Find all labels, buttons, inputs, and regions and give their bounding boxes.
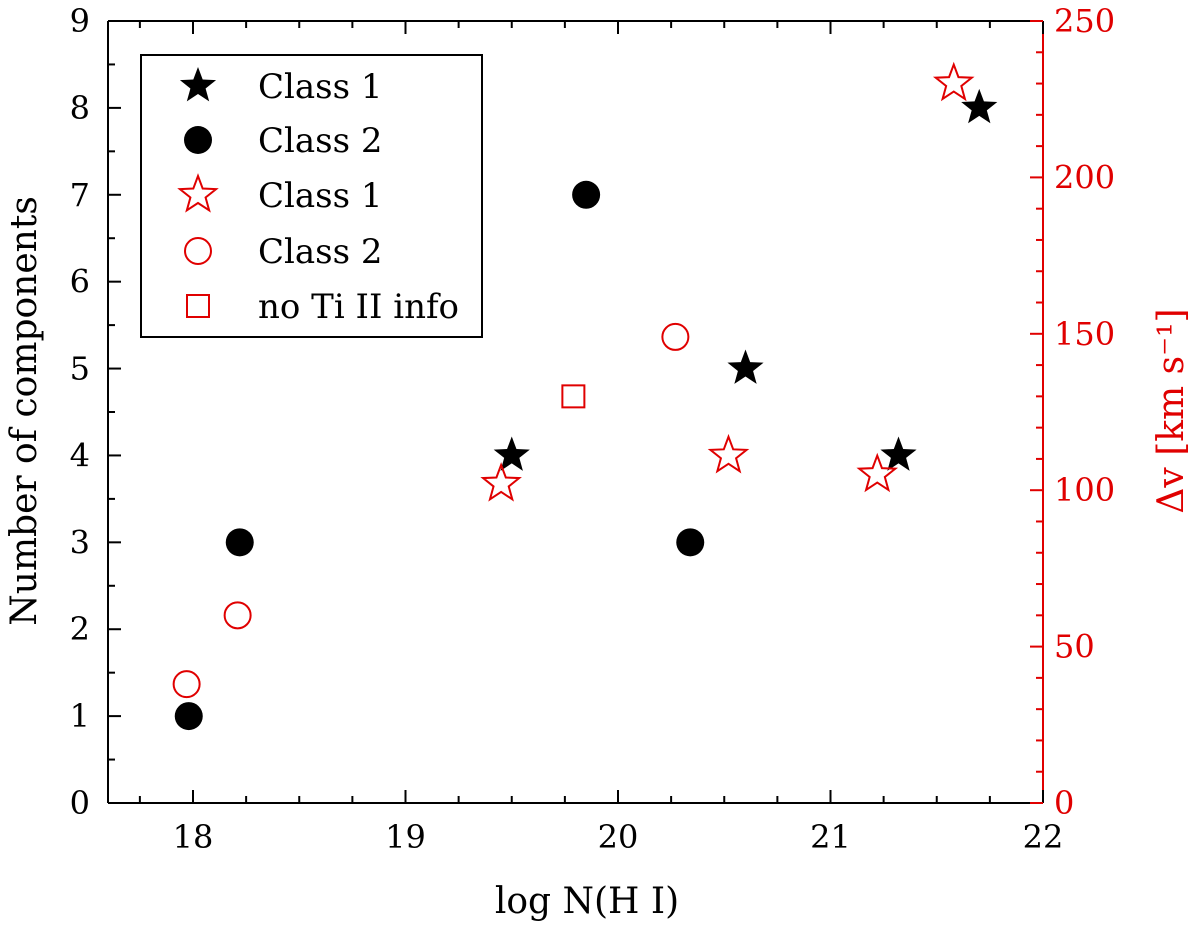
y-right-tick-label: 250	[1054, 2, 1115, 40]
data-point-star-filled	[961, 88, 998, 124]
legend-label: Class 1	[258, 176, 383, 216]
y-left-tick-label: 8	[70, 89, 90, 127]
x-tick-label: 21	[810, 818, 851, 856]
y-left-tick-label: 0	[70, 784, 90, 822]
data-point-star-filled	[727, 349, 764, 384]
data-point-star-filled	[880, 436, 917, 471]
y-left-tick-label: 9	[70, 2, 90, 40]
x-tick-label: 20	[598, 818, 639, 856]
data-point-star-filled	[493, 436, 530, 471]
legend-marker-circle-filled	[184, 126, 212, 154]
legend-label: Class 2	[258, 232, 383, 272]
y-left-tick-label: 2	[70, 610, 90, 648]
y-right-tick-label: 0	[1054, 784, 1074, 822]
legend-label: Class 2	[258, 121, 383, 161]
y-left-tick-label: 4	[70, 436, 90, 474]
data-point-square-open	[561, 384, 586, 409]
y-right-tick-label: 50	[1054, 628, 1095, 666]
data-point-star-open	[480, 462, 522, 502]
y-left-tick-label: 6	[70, 263, 90, 301]
data-point-circle-filled	[225, 528, 254, 557]
x-tick-label: 19	[385, 818, 426, 856]
legend-marker-square-open	[186, 294, 210, 318]
data-point-circle-filled	[174, 702, 203, 731]
data-point-circle-open	[223, 601, 252, 630]
legend-label: Class 1	[258, 67, 383, 107]
legend-label: no Ti II info	[258, 287, 459, 327]
y-left-tick-label: 5	[70, 350, 90, 388]
data-point-circle-open	[172, 670, 201, 699]
data-point-star-open	[856, 452, 899, 493]
data-point-circle-filled	[572, 180, 601, 209]
data-point-star-open	[932, 61, 975, 102]
legend-box	[140, 54, 483, 338]
legend-marker-star-open	[177, 173, 219, 213]
x-axis-title: log N(H I)	[495, 881, 679, 922]
x-tick-label: 18	[173, 818, 214, 856]
data-point-circle-filled	[676, 528, 705, 557]
x-tick-label: 22	[1023, 818, 1064, 856]
y-left-tick-label: 1	[70, 697, 90, 735]
y-left-tick-label: 7	[70, 176, 90, 214]
y-right-tick-label: 200	[1054, 158, 1115, 196]
y-axis-right-title: Δv [km s⁻¹]	[1151, 308, 1192, 513]
y-left-tick-label: 3	[70, 523, 90, 561]
y-right-tick-label: 100	[1054, 471, 1115, 509]
data-point-circle-open	[661, 322, 690, 351]
legend-marker-circle-open	[184, 237, 212, 265]
y-right-tick-label: 150	[1054, 315, 1115, 353]
data-point-star-open	[707, 433, 750, 474]
legend-marker-star-filled	[179, 67, 217, 102]
y-axis-left-title: Number of components	[4, 196, 45, 626]
